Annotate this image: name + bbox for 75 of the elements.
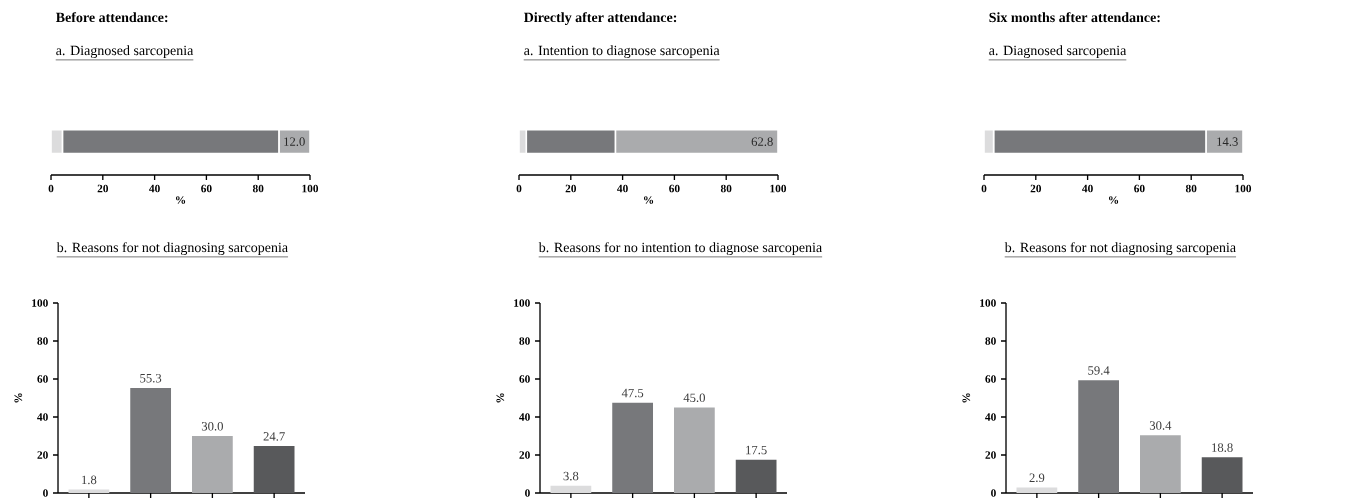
x-tick-label: 60: [201, 184, 212, 193]
bar: [674, 407, 715, 493]
data-label: 47.5: [621, 388, 644, 398]
bar: [735, 459, 777, 493]
y-tick-label: 60: [519, 375, 530, 383]
y-tick-label: 0: [43, 489, 48, 497]
chart-title: b. Reasons for not diagnosing sarcopenia: [1004, 242, 1236, 255]
data-label: 2.9: [1029, 473, 1045, 483]
y-tick-label: 60: [985, 375, 996, 383]
y-tick-label: 60: [37, 375, 48, 383]
data-label: 55.3: [140, 373, 162, 383]
chart-subtitle: a. Diagnosed sarcopenia: [56, 45, 194, 58]
x-tick-label: 60: [1134, 184, 1145, 193]
data-label: 59.4: [1088, 366, 1110, 375]
chart-title: b. Reasons for no intention to diagnose sarcopenia: [538, 242, 822, 255]
y-tick-label: 80: [37, 337, 48, 345]
chart-title: Six months after attendance:: [989, 12, 1160, 23]
data-label: 12.0: [284, 137, 305, 146]
x-axis-title: %: [1109, 196, 1119, 204]
data-label: 17.5: [746, 445, 767, 455]
bar: [550, 485, 592, 493]
x-tick-label: 40: [617, 184, 628, 193]
data-label: 24.7: [263, 432, 285, 441]
chart-title: Directly after attendance:: [523, 12, 677, 25]
y-tick-label: 40: [519, 413, 530, 421]
bar: [253, 446, 295, 493]
bar: [612, 402, 654, 493]
y-tick-label: 0: [991, 489, 996, 497]
x-tick-label: 40: [1082, 184, 1093, 193]
x-tick-label: 100: [302, 184, 319, 193]
y-tick-label: 20: [37, 451, 48, 459]
data-label: 30.4: [1149, 421, 1172, 430]
y-tick-label: 40: [37, 413, 48, 421]
data-label: 62.8: [751, 137, 773, 146]
bar: [192, 435, 233, 493]
y-tick-label: 100: [980, 299, 996, 307]
chart-title: b. Reasons for not diagnosing sarcopenia: [56, 242, 288, 255]
data-label: 3.8: [563, 471, 579, 481]
y-tick-label: 20: [985, 451, 996, 459]
data-label: 18.8: [1212, 443, 1233, 452]
x-tick-label: 20: [565, 184, 577, 193]
bar: [130, 387, 172, 493]
x-tick-label: 40: [149, 184, 160, 193]
bar: [1201, 457, 1243, 493]
x-tick-label: 0: [48, 184, 54, 193]
y-axis-title: %: [496, 393, 505, 403]
y-axis-title: %: [14, 393, 23, 403]
data-label: 30.0: [201, 422, 223, 431]
y-tick-label: 100: [32, 299, 48, 307]
x-tick-label: 20: [1030, 184, 1042, 193]
x-axis-title: %: [644, 196, 654, 204]
x-tick-label: 60: [669, 184, 680, 193]
x-tick-label: 80: [252, 184, 264, 193]
y-tick-label: 40: [985, 413, 996, 421]
data-label: 45.0: [683, 393, 705, 403]
chart-subtitle: a. Diagnosed sarcopenia: [989, 45, 1127, 58]
data-label: 14.3: [1217, 137, 1238, 146]
y-tick-label: 0: [525, 489, 530, 497]
y-axis-title: %: [962, 393, 971, 403]
x-tick-label: 100: [1235, 184, 1252, 193]
bar: [1016, 487, 1058, 493]
bar: [1078, 380, 1119, 493]
y-tick-label: 80: [985, 337, 996, 345]
x-axis-title: %: [176, 196, 186, 204]
y-tick-label: 100: [514, 299, 530, 307]
data-label: 1.8: [82, 475, 97, 485]
y-tick-label: 20: [519, 451, 530, 459]
x-tick-label: 100: [770, 184, 787, 193]
chart-title: Before attendance:: [55, 12, 168, 23]
bar: [1140, 435, 1181, 493]
x-tick-label: 80: [720, 184, 732, 193]
y-tick-label: 80: [519, 337, 530, 345]
x-tick-label: 80: [1185, 184, 1197, 193]
chart-subtitle: a. Intention to diagnose sarcopenia: [524, 45, 720, 58]
x-tick-label: 20: [97, 184, 109, 193]
